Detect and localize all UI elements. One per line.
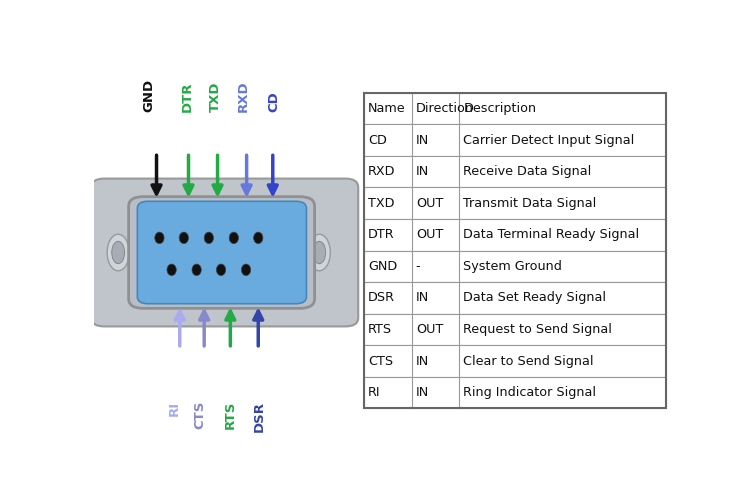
Bar xyxy=(364,314,666,346)
Bar xyxy=(364,377,666,408)
Text: Request to Send Signal: Request to Send Signal xyxy=(464,323,612,336)
Text: RI: RI xyxy=(368,386,381,399)
Ellipse shape xyxy=(230,232,238,243)
Text: RXD: RXD xyxy=(368,165,395,178)
Text: Data Set Ready Signal: Data Set Ready Signal xyxy=(464,292,607,304)
Text: IN: IN xyxy=(416,134,429,146)
Text: Ring Indicator Signal: Ring Indicator Signal xyxy=(464,386,596,399)
Text: RI: RI xyxy=(167,400,181,416)
Ellipse shape xyxy=(242,264,250,276)
Bar xyxy=(364,92,666,408)
Bar xyxy=(364,124,666,156)
Text: CTS: CTS xyxy=(194,400,206,429)
FancyBboxPatch shape xyxy=(129,196,315,308)
Text: DTR: DTR xyxy=(368,228,394,241)
Bar xyxy=(364,346,666,377)
Text: OUT: OUT xyxy=(416,196,443,209)
Text: RTS: RTS xyxy=(368,323,392,336)
Bar xyxy=(364,156,666,188)
FancyBboxPatch shape xyxy=(137,202,307,304)
Bar xyxy=(364,188,666,219)
Text: OUT: OUT xyxy=(416,228,443,241)
Text: TXD: TXD xyxy=(209,82,222,112)
Text: Direction: Direction xyxy=(416,102,474,115)
Ellipse shape xyxy=(308,234,330,271)
Ellipse shape xyxy=(313,242,326,264)
Text: DSR: DSR xyxy=(368,292,395,304)
Text: Data Terminal Ready Signal: Data Terminal Ready Signal xyxy=(464,228,640,241)
Text: RXD: RXD xyxy=(237,80,250,112)
Text: GND: GND xyxy=(142,79,155,112)
Text: IN: IN xyxy=(416,292,429,304)
Text: TXD: TXD xyxy=(368,196,394,209)
Text: CTS: CTS xyxy=(368,354,393,368)
Text: System Ground: System Ground xyxy=(464,260,562,273)
Bar xyxy=(364,250,666,282)
Text: OUT: OUT xyxy=(416,323,443,336)
Text: CD: CD xyxy=(368,134,387,146)
Ellipse shape xyxy=(167,264,176,276)
Ellipse shape xyxy=(179,232,188,243)
Bar xyxy=(364,282,666,314)
Ellipse shape xyxy=(107,234,129,271)
Text: Name: Name xyxy=(368,102,406,115)
Text: CD: CD xyxy=(268,91,280,112)
Text: RTS: RTS xyxy=(224,400,237,429)
Text: Clear to Send Signal: Clear to Send Signal xyxy=(464,354,594,368)
Ellipse shape xyxy=(192,264,201,276)
Bar xyxy=(364,92,666,124)
Ellipse shape xyxy=(112,242,125,264)
Ellipse shape xyxy=(254,232,263,243)
Text: Transmit Data Signal: Transmit Data Signal xyxy=(464,196,597,209)
Ellipse shape xyxy=(154,232,164,243)
Ellipse shape xyxy=(204,232,214,243)
Bar xyxy=(364,219,666,250)
Text: DSR: DSR xyxy=(253,400,266,432)
Text: IN: IN xyxy=(416,354,429,368)
Text: IN: IN xyxy=(416,386,429,399)
Text: IN: IN xyxy=(416,165,429,178)
Text: Carrier Detect Input Signal: Carrier Detect Input Signal xyxy=(464,134,634,146)
Text: -: - xyxy=(416,260,421,273)
Ellipse shape xyxy=(217,264,226,276)
Text: DTR: DTR xyxy=(180,82,194,112)
Text: Receive Data Signal: Receive Data Signal xyxy=(464,165,592,178)
Text: Description: Description xyxy=(464,102,536,115)
FancyBboxPatch shape xyxy=(92,178,358,326)
Text: GND: GND xyxy=(368,260,398,273)
